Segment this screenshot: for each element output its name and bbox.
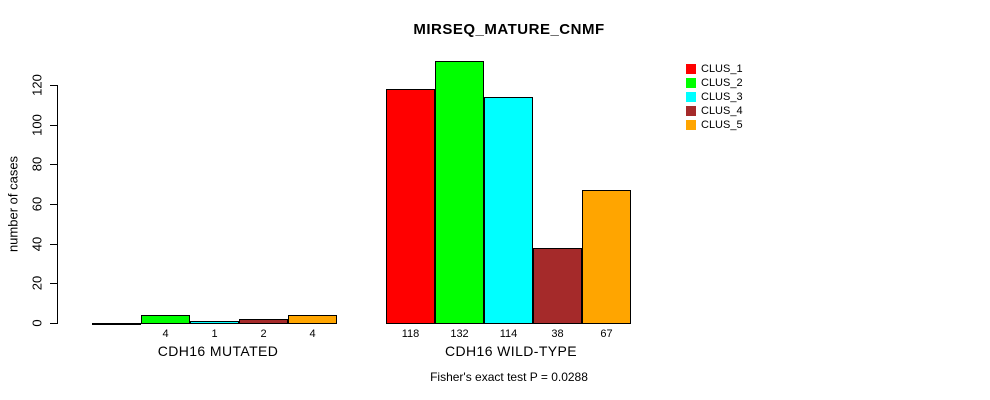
y-axis-tick-label: 0 <box>29 319 45 327</box>
legend-swatch-clus_1 <box>686 64 696 74</box>
bar-value-label: 4 <box>309 328 316 340</box>
bar-clus_5 <box>288 315 337 324</box>
bar-value-label: 132 <box>450 328 469 340</box>
legend-swatch-clus_2 <box>686 78 696 88</box>
bar-value-label: 38 <box>551 328 564 340</box>
bar-clus_3 <box>190 321 239 324</box>
legend-swatch-clus_5 <box>686 120 696 130</box>
legend-label-clus_4: CLUS_4 <box>701 105 743 117</box>
x-group-label-mutated: CDH16 MUTATED <box>157 343 279 359</box>
y-axis-tick <box>50 244 57 245</box>
y-axis-tick <box>50 204 57 205</box>
legend-swatch-clus_3 <box>686 92 696 102</box>
y-axis-tick-label: 100 <box>29 114 45 136</box>
y-axis-tick <box>50 164 57 165</box>
bar-clus_2 <box>141 315 190 324</box>
bar-clus_1 <box>386 89 435 324</box>
y-axis-line <box>57 85 58 324</box>
bar-value-label: 1 <box>211 328 218 340</box>
bar-clus_1 <box>92 323 141 325</box>
bar-value-label: 118 <box>401 328 420 340</box>
legend-label-clus_5: CLUS_5 <box>701 119 743 131</box>
bar-clus_5 <box>582 190 631 324</box>
y-axis-label: number of cases <box>5 155 21 253</box>
fisher-test-footnote: Fisher's exact test P = 0.0288 <box>430 370 588 384</box>
y-axis-tick-label: 60 <box>29 196 45 212</box>
bar-clus_2 <box>435 61 484 324</box>
bar-value-label: 67 <box>600 328 613 340</box>
x-group-label-wildtype: CDH16 WILD-TYPE <box>444 343 578 359</box>
legend-swatch-clus_4 <box>686 106 696 116</box>
y-axis-tick <box>50 125 57 126</box>
y-axis-tick <box>50 283 57 284</box>
y-axis-tick-label: 20 <box>29 275 45 291</box>
y-axis-tick-label: 120 <box>29 74 45 96</box>
bar-clus_4 <box>239 319 288 324</box>
chart-title: MIRSEQ_MATURE_CNMF <box>413 21 605 38</box>
y-axis-tick <box>50 85 57 86</box>
legend-label-clus_1: CLUS_1 <box>701 63 743 75</box>
y-axis-tick-label: 80 <box>29 156 45 172</box>
legend-label-clus_3: CLUS_3 <box>701 91 743 103</box>
bar-value-label: 114 <box>499 328 518 340</box>
legend-label-clus_2: CLUS_2 <box>701 77 743 89</box>
y-axis-tick <box>50 323 57 324</box>
bar-value-label: 4 <box>162 328 169 340</box>
bar-clus_4 <box>533 248 582 324</box>
y-axis-tick-label: 40 <box>29 236 45 252</box>
bar-value-label: 2 <box>260 328 267 340</box>
bar-clus_3 <box>484 97 533 324</box>
